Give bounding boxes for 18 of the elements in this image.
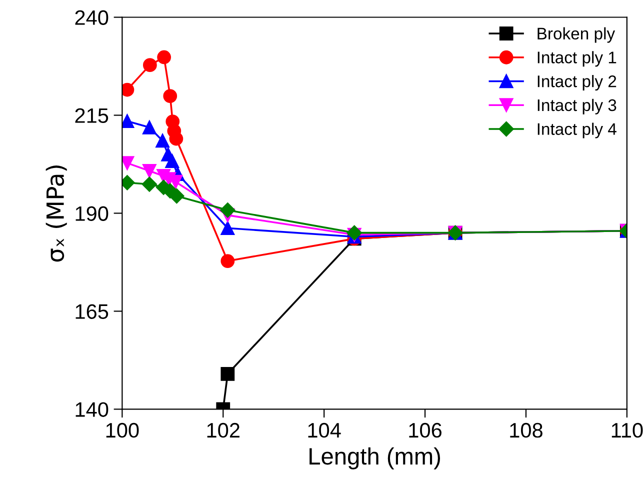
y-tick-label: 165 [76,304,108,319]
x-tick-label: 102 [207,422,240,438]
legend-label: Intact ply 2 [538,74,616,91]
x-tick-label: 104 [308,422,341,438]
y-tick-label: 240 [75,10,108,26]
y-tick-label: 215 [75,108,108,123]
x-tick-label: 110 [612,422,643,438]
legend-label: Intact ply 3 [538,98,616,114]
legend-label: Intact ply 4 [538,122,616,138]
y-axis-title: σₓ (MPa) [46,166,67,262]
x-tick-label: 100 [106,422,139,438]
x-axis-title: Length (mm) [310,447,440,470]
legend-label: Intact ply 1 [538,51,616,67]
y-tick-label: 190 [76,206,108,221]
y-tick-label: 140 [76,402,108,417]
x-tick-label: 106 [409,422,442,438]
x-tick-label: 108 [510,422,542,438]
legend-label: Broken ply [538,27,616,43]
